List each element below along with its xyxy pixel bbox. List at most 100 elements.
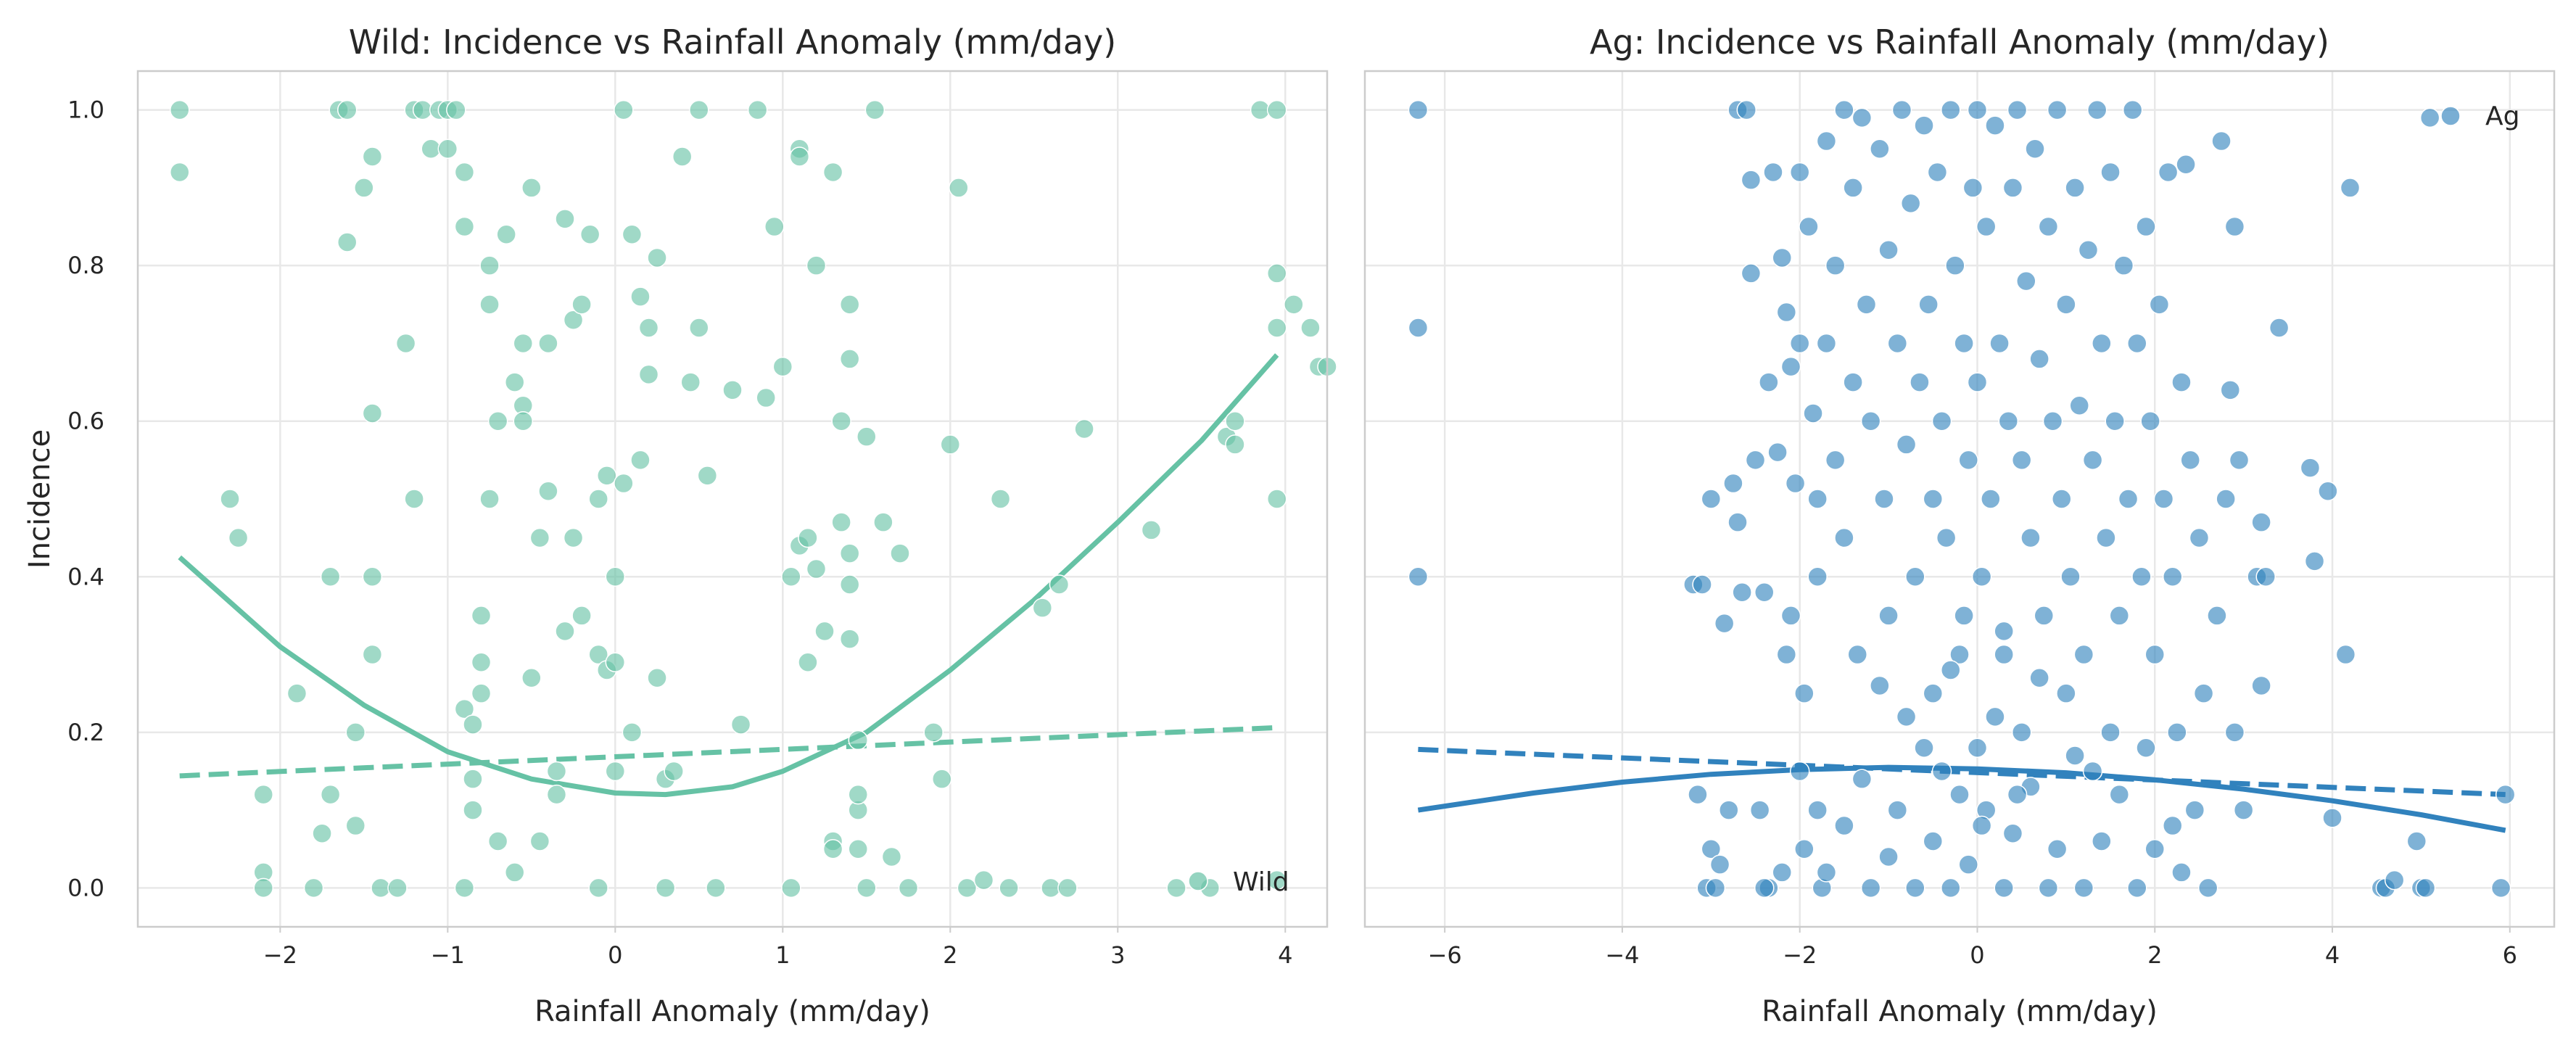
ag-fit-lines: [1417, 746, 2506, 833]
ag-scatter-point: [2118, 489, 2139, 509]
wild-scatter-point: [521, 667, 542, 688]
wild-scatter-point: [454, 162, 475, 183]
ag-scatter-point: [1918, 294, 1939, 315]
ag-scatter-point: [1825, 255, 1846, 276]
ag-scatter-point: [1688, 784, 1708, 805]
wild-y-tick-label: 0.4: [67, 563, 104, 590]
ag-scatter-point: [1807, 489, 1828, 509]
ag-scatter-point: [1985, 115, 2005, 136]
wild-scatter-point: [421, 139, 441, 160]
wild-scatter-point: [605, 652, 626, 673]
wild-scatter-point: [706, 878, 726, 899]
ag-scatter-point: [1896, 706, 1917, 727]
ag-scatter-point: [2136, 216, 2156, 237]
ag-scatter-point: [1794, 683, 1815, 703]
wild-scatter-point: [546, 761, 567, 782]
ag-scatter-point: [2016, 271, 2036, 292]
wild-scatter-point: [395, 333, 416, 354]
wild-plot-frame: [136, 70, 1329, 928]
ag-scatter-point: [1408, 318, 1429, 338]
ag-x-tick-label: −2: [1783, 941, 1817, 969]
wild-scatter-point: [798, 652, 818, 673]
wild-scatter-point: [839, 349, 860, 369]
wild-scatter-point: [454, 698, 475, 719]
wild-scatter-point: [362, 644, 383, 665]
wild-scatter-point: [538, 333, 558, 354]
ag-x-axis-label: Rainfall Anomaly (mm/day): [1762, 995, 2158, 1028]
ag-scatter-point: [2029, 349, 2049, 369]
wild-scatter-point: [848, 730, 868, 751]
wild-x-tick-label: 4: [1278, 941, 1292, 969]
wild-legend-marker: [1188, 871, 1208, 891]
ag-scatter-point: [1776, 644, 1797, 665]
wild-scatter-point: [597, 466, 617, 486]
ag-scatter-point: [2002, 823, 2023, 844]
wild-scatter-point: [504, 372, 525, 392]
ag-scatter-point: [1754, 878, 1775, 899]
ag-scatter-point: [1732, 582, 1752, 603]
ag-scatter-point: [2100, 162, 2121, 183]
wild-scatter-point: [772, 356, 793, 377]
wild-scatter-point: [471, 606, 492, 626]
ag-scatter-point: [1941, 878, 1961, 899]
wild-x-tick-label: 3: [1110, 941, 1125, 969]
wild-x-tick-label: 0: [608, 941, 622, 969]
wild-scatter-point: [412, 99, 433, 120]
ag-scatter-point: [2007, 99, 2028, 120]
wild-scatter-point: [856, 426, 877, 447]
wild-panel: −2 −1 0 1 2 3 4 0.0 0.2 0.4 0.6 0.8 1.0 Wild: Incid…: [23, 22, 1337, 1028]
ag-scatter-point: [1843, 178, 1863, 198]
ag-scatter-point: [2034, 606, 2055, 626]
wild-scatter-point: [220, 489, 240, 509]
ag-scatter-point: [2207, 606, 2227, 626]
ag-scatter-point: [1789, 761, 1810, 782]
ag-scatter-point: [2340, 178, 2361, 198]
ag-x-tick-label: −6: [1428, 941, 1462, 969]
wild-scatter-point: [169, 162, 190, 183]
ag-scatter-point: [2229, 450, 2250, 471]
ag-scatter-point: [1701, 489, 1722, 509]
ag-scatter-point: [1976, 216, 1997, 237]
ag-scatter-point: [2335, 644, 2356, 665]
ag-scatter-point: [1985, 706, 2005, 727]
wild-y-tick-label: 1.0: [67, 96, 104, 124]
ag-scatter-point: [1780, 606, 1801, 626]
ag-scatter-point: [2144, 838, 2166, 859]
ag-scatter-point: [2153, 489, 2174, 509]
ag-scatter-point: [1408, 566, 1429, 587]
wild-x-tick-label: 1: [775, 941, 790, 969]
ag-scatter-point: [1843, 372, 1863, 392]
wild-scatter-point: [362, 566, 383, 587]
ag-scatter-point: [2176, 154, 2196, 175]
wild-scatter-point: [588, 878, 608, 899]
ag-scatter-point: [1692, 574, 1712, 595]
ag-scatter-point: [1852, 107, 1873, 128]
ag-scatter-point: [2419, 107, 2440, 128]
ag-scatter-point: [2171, 862, 2192, 883]
ag-scatter-point: [1785, 473, 1806, 494]
wild-scatter-point: [371, 878, 391, 899]
ag-scatter-point: [1878, 239, 1899, 260]
wild-scatter-point: [822, 162, 843, 183]
ag-scatter-point: [1962, 178, 1983, 198]
ag-scatter-point: [1723, 473, 1743, 494]
wild-legend: Wild: [1188, 867, 1289, 897]
ag-scatter-point: [1927, 162, 1948, 183]
ag-scatter-point: [1994, 621, 2014, 642]
ag-scatter-point: [1816, 131, 1837, 152]
ag-scatter-point: [1825, 450, 1846, 471]
wild-scatter-point: [999, 878, 1019, 899]
ag-scatter-point: [1967, 372, 1988, 392]
wild-scatter-point: [1049, 574, 1070, 595]
wild-scatter-point: [362, 146, 383, 167]
wild-scatter-point: [689, 318, 709, 338]
wild-scatter-point: [1266, 99, 1287, 120]
wild-scatter-point: [563, 310, 584, 331]
wild-scatter-point: [898, 878, 919, 899]
ag-scatter-point: [2109, 606, 2130, 626]
wild-scatter-point: [890, 543, 910, 563]
wild-scatter-point: [479, 255, 500, 276]
wild-scatter-point: [614, 99, 634, 120]
ag-scatter-point: [1914, 738, 1934, 759]
ag-plot-background: [1365, 71, 2554, 927]
